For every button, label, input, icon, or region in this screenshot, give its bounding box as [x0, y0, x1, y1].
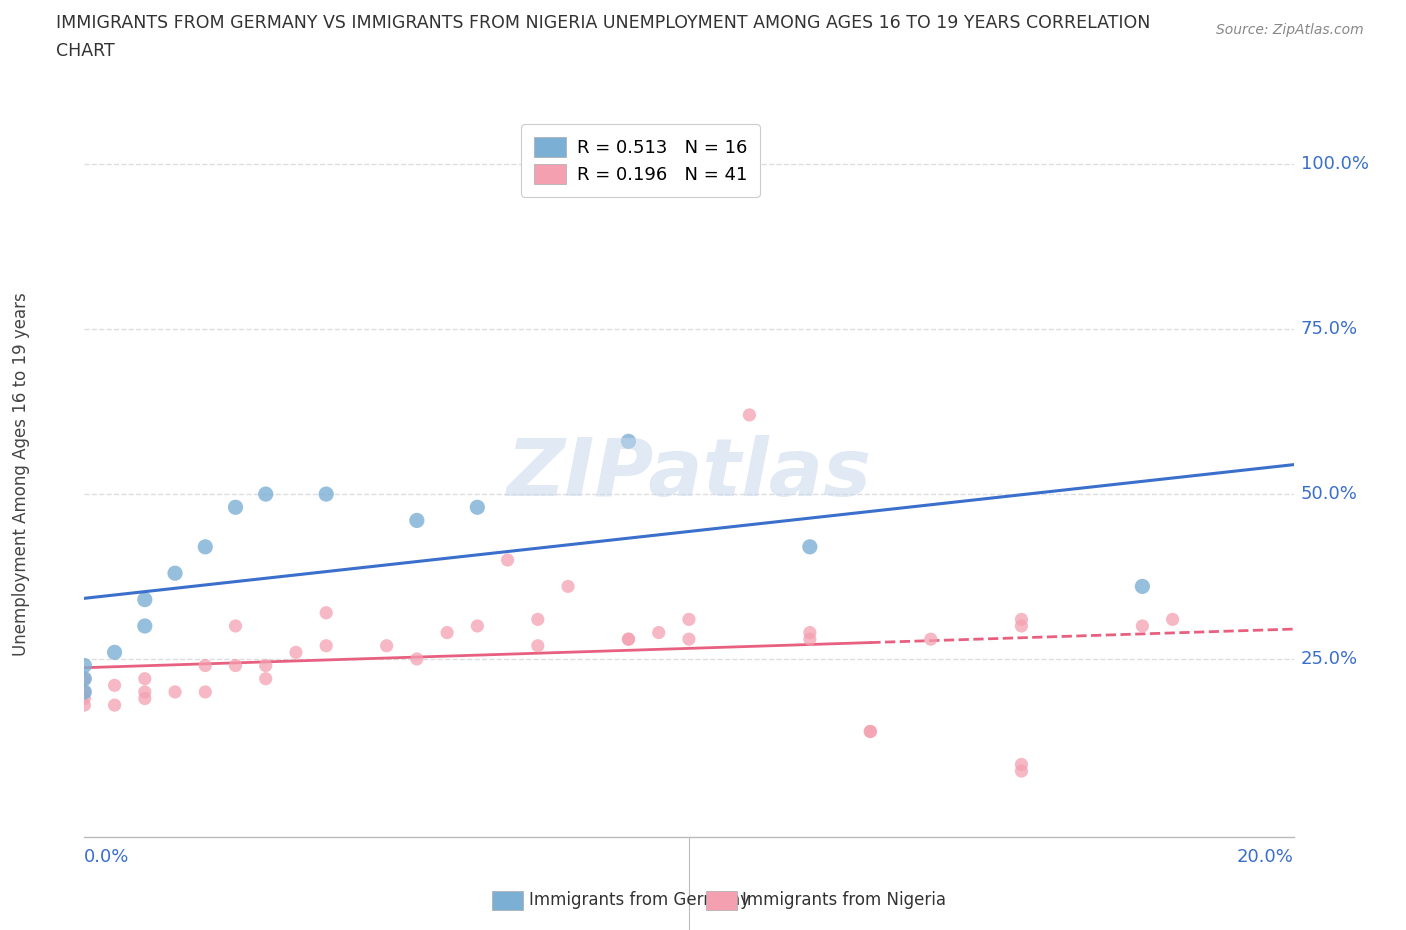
Text: 0.0%: 0.0% [84, 848, 129, 866]
Point [467, 499, 489, 514]
Point [496, 552, 519, 567]
Point [163, 565, 186, 580]
Point [1010, 764, 1032, 778]
Text: Immigrants from Germany: Immigrants from Germany [529, 891, 749, 910]
Point [194, 684, 217, 699]
Point [678, 631, 700, 646]
Text: 50.0%: 50.0% [1301, 485, 1357, 503]
Point [557, 579, 579, 594]
Point [73, 684, 96, 699]
Point [1130, 579, 1153, 594]
Point [134, 691, 156, 706]
Text: IMMIGRANTS FROM GERMANY VS IMMIGRANTS FROM NIGERIA UNEMPLOYMENT AMONG AGES 16 TO: IMMIGRANTS FROM GERMANY VS IMMIGRANTS FR… [56, 14, 1150, 32]
Point [315, 638, 337, 653]
Text: 75.0%: 75.0% [1301, 320, 1358, 339]
Point [678, 612, 700, 627]
Point [73, 691, 96, 706]
Point [1010, 612, 1032, 627]
Point [284, 644, 308, 659]
Point [1161, 612, 1184, 627]
Point [406, 652, 429, 667]
Point [617, 631, 640, 646]
Point [920, 631, 942, 646]
Point [315, 486, 337, 501]
Point [104, 698, 127, 712]
Point [799, 631, 821, 646]
Point [1010, 757, 1032, 772]
Text: 100.0%: 100.0% [1301, 155, 1368, 173]
Text: 25.0%: 25.0% [1301, 650, 1358, 668]
Point [859, 724, 882, 739]
Point [73, 698, 96, 712]
Point [1010, 618, 1032, 633]
Text: CHART: CHART [56, 42, 115, 60]
Point [254, 658, 277, 673]
Point [73, 671, 96, 686]
Point [738, 407, 761, 422]
Point [406, 513, 429, 528]
Point [73, 658, 96, 673]
Point [194, 658, 217, 673]
Legend: R = 0.513   N = 16, R = 0.196   N = 41: R = 0.513 N = 16, R = 0.196 N = 41 [522, 125, 761, 196]
Point [225, 499, 247, 514]
Point [104, 644, 127, 659]
Text: Immigrants from Nigeria: Immigrants from Nigeria [742, 891, 946, 910]
Point [436, 625, 458, 640]
Point [526, 638, 548, 653]
Point [254, 671, 277, 686]
Text: 20.0%: 20.0% [1237, 848, 1294, 866]
Text: Source: ZipAtlas.com: Source: ZipAtlas.com [1216, 23, 1364, 37]
Point [134, 618, 156, 633]
Point [526, 612, 548, 627]
Point [254, 486, 277, 501]
Point [315, 605, 337, 620]
Point [799, 625, 821, 640]
Point [73, 671, 96, 686]
Point [163, 684, 186, 699]
Point [134, 671, 156, 686]
Point [647, 625, 671, 640]
Text: Unemployment Among Ages 16 to 19 years: Unemployment Among Ages 16 to 19 years [13, 292, 30, 657]
Text: ZIPatlas: ZIPatlas [506, 435, 872, 513]
Point [104, 678, 127, 693]
Point [225, 658, 247, 673]
Point [225, 618, 247, 633]
Point [617, 631, 640, 646]
Point [73, 684, 96, 699]
Point [375, 638, 398, 653]
Point [134, 684, 156, 699]
Point [859, 724, 882, 739]
Point [467, 618, 489, 633]
Point [617, 434, 640, 449]
Point [134, 592, 156, 607]
Point [799, 539, 821, 554]
Point [1130, 618, 1153, 633]
Point [194, 539, 217, 554]
